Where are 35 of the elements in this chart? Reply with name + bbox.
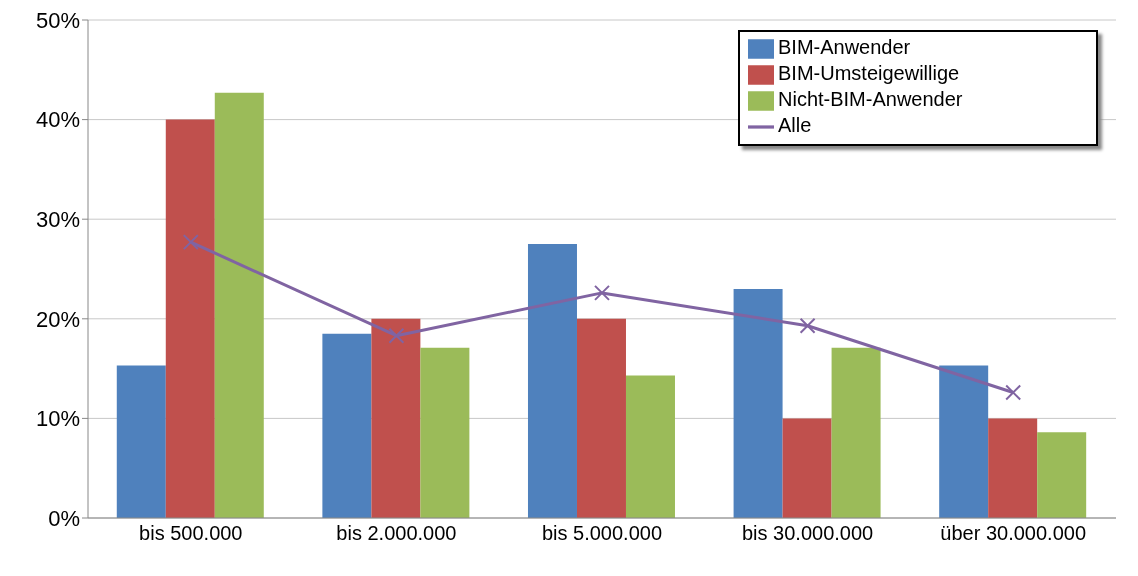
bar [733,288,783,518]
bar [371,318,421,518]
bar [420,347,470,518]
legend-label: BIM-Umsteigewillige [778,62,960,85]
x-tick-label: bis 500.000 [139,522,243,545]
y-tick-label: 50% [35,7,80,33]
point [1005,384,1022,401]
x-tick-label: bis 30.000.000 [741,522,874,545]
y-tick-label: 30% [35,207,80,233]
legend-label: Nicht-BIM-Anwender [778,88,963,111]
x-tick-label: über 30.000.000 [940,522,1087,545]
point [594,284,610,301]
y-tick-label: 0% [48,505,80,531]
bar [1037,432,1087,518]
bar [831,347,881,518]
legend-label: BIM-Anwender [778,36,911,59]
bar [625,375,675,518]
bar [939,365,989,518]
bar [165,119,215,518]
x-tick-label: bis 5.000.000 [541,522,663,545]
point [182,234,199,251]
point [388,327,405,344]
bar [322,333,372,518]
y-tick-label: 20% [35,306,80,332]
bar [576,318,626,518]
point [799,317,816,334]
legend-label: Alle [778,114,812,137]
x-tick-label: bis 2.000.000 [336,522,457,545]
bar [527,244,577,518]
bar [988,418,1038,518]
y-tick-label: 40% [35,107,80,133]
bar [116,365,166,518]
y-tick-label: 10% [35,406,80,432]
bar [214,92,264,518]
bar [782,418,832,518]
